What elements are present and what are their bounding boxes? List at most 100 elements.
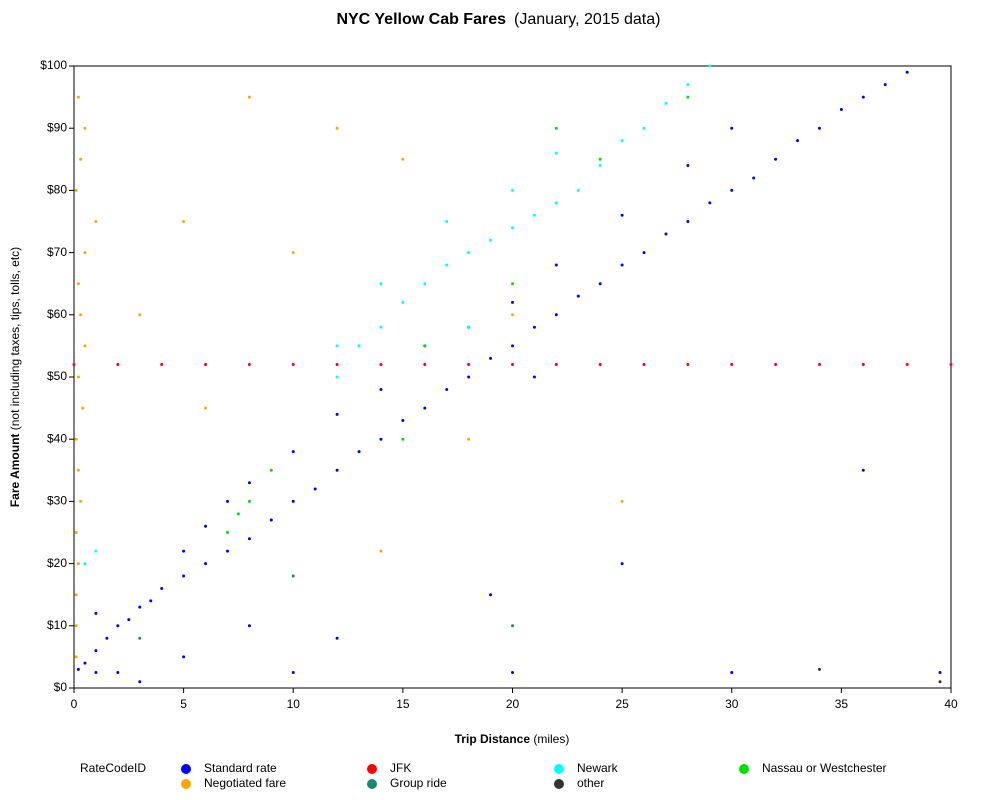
point: [817, 126, 821, 130]
point: [489, 593, 493, 597]
point: [357, 344, 361, 348]
plot-frame: [73, 65, 952, 689]
point: [554, 363, 558, 367]
point: [225, 531, 229, 534]
point: [291, 670, 295, 674]
point: [379, 282, 383, 286]
legend-marker: [554, 779, 564, 789]
point: [554, 126, 558, 130]
x-tick-label: 20: [506, 697, 520, 711]
point: [883, 83, 887, 87]
point: [532, 213, 536, 217]
point: [94, 220, 98, 223]
point: [664, 101, 668, 105]
point: [357, 450, 361, 454]
point: [138, 605, 142, 609]
point: [225, 549, 229, 553]
point: [83, 344, 87, 348]
point: [708, 201, 712, 205]
y-tick-label: $40: [47, 431, 67, 445]
point: [817, 363, 821, 367]
legend-label: Newark: [577, 761, 619, 775]
legend-label: Negotiated fare: [204, 776, 286, 790]
point: [511, 300, 514, 304]
x-tick-label: 25: [615, 697, 629, 711]
point: [686, 95, 690, 99]
y-tick-label: $90: [47, 120, 67, 134]
point: [160, 586, 164, 590]
point: [796, 139, 800, 143]
point: [291, 251, 295, 255]
point: [74, 188, 78, 192]
point: [182, 220, 186, 223]
legend-marker: [181, 779, 191, 789]
point: [467, 437, 471, 441]
point: [313, 487, 317, 491]
point: [247, 537, 251, 541]
y-tick-label: $80: [47, 183, 67, 197]
point: [938, 680, 942, 684]
point: [335, 468, 339, 472]
point: [379, 363, 383, 367]
x-tick-label: 40: [944, 697, 958, 711]
point: [730, 126, 734, 130]
point: [138, 680, 142, 684]
point: [335, 344, 339, 348]
x-tick-label: 0: [71, 697, 78, 711]
point: [291, 574, 295, 578]
point: [774, 363, 778, 367]
y-tick-label: $100: [40, 58, 67, 72]
point: [335, 412, 339, 416]
point: [379, 549, 383, 553]
point: [74, 655, 78, 659]
point: [76, 282, 80, 286]
point: [511, 226, 514, 230]
point: [79, 499, 83, 503]
point: [401, 300, 405, 304]
x-tick-label: 15: [396, 697, 410, 711]
point: [730, 670, 734, 674]
point: [116, 363, 120, 367]
point: [511, 624, 514, 628]
point: [76, 667, 80, 671]
point: [138, 313, 142, 317]
point: [76, 562, 80, 566]
point: [598, 164, 602, 168]
point: [532, 375, 536, 379]
point: [335, 636, 339, 640]
y-axis-note: (not including taxes, tips, tolls, etc): [8, 247, 22, 430]
point: [554, 263, 558, 267]
legend-title: RateCodeID: [80, 761, 146, 775]
point: [839, 108, 843, 112]
legend-label: Standard rate: [204, 761, 277, 775]
point: [686, 83, 690, 87]
point: [379, 387, 383, 391]
point: [74, 531, 78, 534]
point: [291, 363, 295, 367]
point: [204, 406, 208, 410]
point: [949, 363, 953, 367]
legend-marker: [739, 764, 749, 774]
point: [247, 624, 251, 628]
point: [576, 188, 580, 192]
point: [620, 213, 624, 217]
point: [489, 356, 493, 360]
point: [127, 618, 131, 622]
legend-label: Group ride: [390, 776, 447, 790]
point: [204, 363, 208, 367]
point: [335, 363, 339, 367]
point: [511, 670, 514, 674]
y-tick-label: $20: [47, 556, 67, 570]
point: [467, 363, 471, 367]
point: [76, 375, 80, 379]
point: [686, 164, 690, 168]
x-tick-label: 35: [835, 697, 849, 711]
point: [291, 450, 295, 454]
y-axis-title: Fare Amount: [8, 434, 22, 508]
point: [905, 70, 909, 74]
point: [554, 201, 558, 205]
point: [116, 624, 120, 628]
point: [204, 524, 208, 528]
point: [489, 238, 493, 242]
point: [467, 375, 471, 379]
